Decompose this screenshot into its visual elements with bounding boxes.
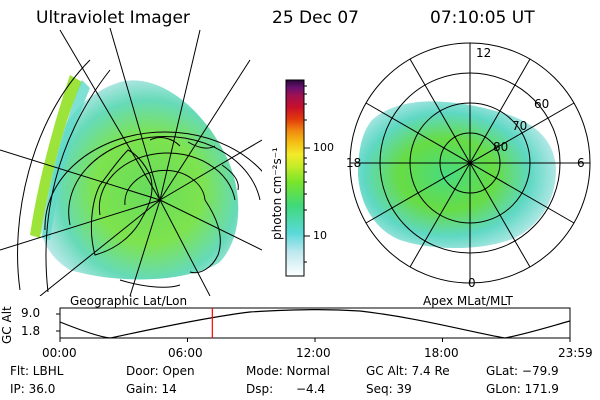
instrument-title: Ultraviolet Imager xyxy=(36,8,190,28)
limb-arcs xyxy=(17,59,111,293)
ip-info: IP: 36.0 xyxy=(10,382,56,396)
orbit-altitude-curve xyxy=(59,309,571,339)
timeline-xtick-0000: 00:00 xyxy=(42,346,77,360)
timeline-xtick-1200: 12:00 xyxy=(296,346,331,360)
meridian-lines xyxy=(0,28,262,296)
mlat-label-60: 60 xyxy=(534,97,550,111)
coastline-arctic-islands xyxy=(119,137,239,288)
coastline-greenland xyxy=(90,149,153,256)
time-label: 07:10:05 UT xyxy=(430,8,535,28)
colorbar-gradient xyxy=(285,79,305,277)
apex-caption: Apex MLat/MLT xyxy=(423,294,513,308)
latitude-circles xyxy=(44,131,262,231)
seq-info: Seq: 39 xyxy=(366,382,412,396)
timeline-frame xyxy=(59,307,571,339)
mlt-label-18: 18 xyxy=(346,156,362,170)
date-label: 25 Dec 07 xyxy=(272,8,359,28)
mlt-label-0: 0 xyxy=(468,276,476,290)
dsp-value: −4.4 xyxy=(296,382,326,396)
timeline-ytick-high: 9.0 xyxy=(21,306,41,320)
colorbar-tick-100: 100 xyxy=(313,141,334,154)
timeline-ticks xyxy=(56,313,571,342)
timeline-xtick-0600: 06:00 xyxy=(168,346,203,360)
timeline-xtick-2359: 23:59 xyxy=(558,346,593,360)
gc-alt-info: GC Alt: 7.4 Re xyxy=(366,364,450,378)
timeline-xtick-1800: 18:00 xyxy=(424,346,459,360)
mlt-label-12: 12 xyxy=(476,46,492,60)
glat-info: GLat: −79.9 xyxy=(486,364,559,378)
glon-info: GLon: 171.9 xyxy=(486,382,559,396)
door-info: Door: Open xyxy=(126,364,195,378)
geo-caption: Geographic Lat/Lon xyxy=(70,294,188,308)
dayglow-band xyxy=(30,75,82,238)
colorbar-tick-10: 10 xyxy=(313,229,327,242)
mlat-label-70: 70 xyxy=(512,119,528,133)
mlt-meridians xyxy=(350,43,590,283)
mode-info: Mode: Normal xyxy=(246,364,330,378)
mlt-label-6: 6 xyxy=(577,156,585,170)
aurora-emission-mag xyxy=(358,101,556,248)
gain-info: Gain: 14 xyxy=(126,382,177,396)
dsp-label: Dsp: xyxy=(246,382,274,396)
timeline-ylabel: GC Alt xyxy=(0,306,14,344)
timeline-ytick-low: 1.8 xyxy=(21,324,41,338)
mlat-label-80: 80 xyxy=(493,140,509,154)
aurora-emission-geo xyxy=(38,80,239,280)
dayglow-band-edge xyxy=(42,80,90,240)
filter-info: Flt: LBHL xyxy=(10,364,64,378)
